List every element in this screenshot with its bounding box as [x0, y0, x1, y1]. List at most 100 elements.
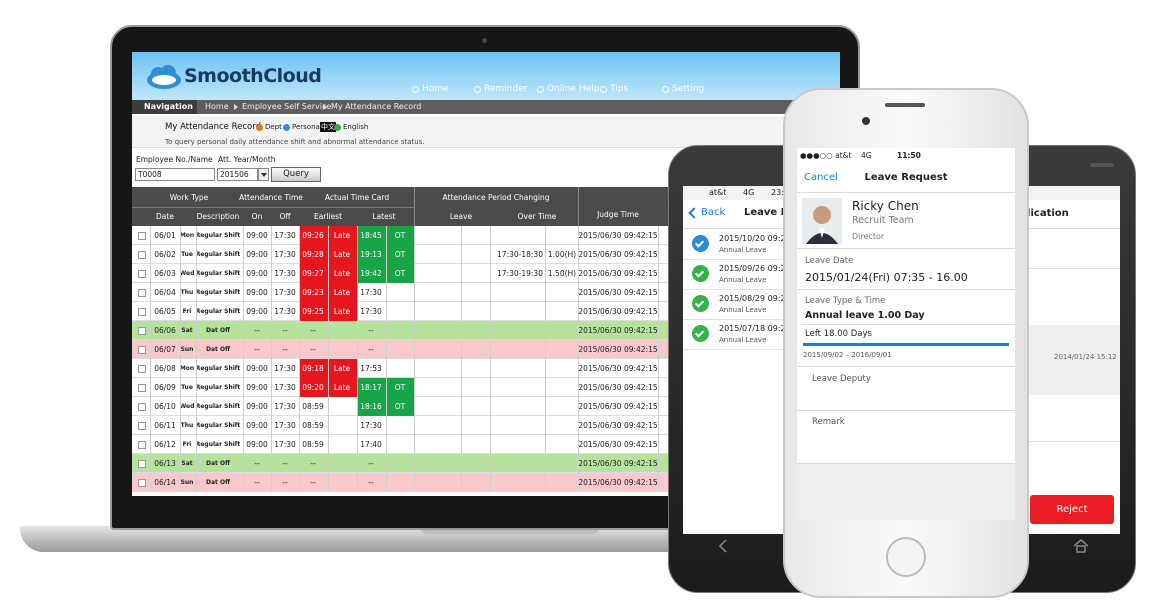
row-checkbox[interactable] [138, 441, 146, 449]
laptop-notch [420, 526, 600, 534]
table-cell: 2015/06/30 09:42:15 [578, 364, 658, 373]
column-header: Date [156, 212, 174, 221]
table-cell: Late [333, 250, 351, 259]
leave-item[interactable] [683, 260, 803, 290]
breadcrumb-item[interactable]: Employee Self Service [242, 102, 332, 111]
item-kind: Annual Leave [719, 246, 767, 254]
column-header: Off [279, 212, 291, 221]
row-checkbox[interactable] [138, 251, 146, 259]
column-line [150, 226, 151, 492]
ot-cell [386, 264, 414, 283]
table-cell: 17:30 [274, 288, 296, 297]
row-checkbox[interactable] [138, 270, 146, 278]
row-checkbox[interactable] [138, 403, 146, 411]
table-cell: 17:30 [360, 288, 382, 297]
late-cell [328, 378, 357, 397]
row-checkbox[interactable] [138, 365, 146, 373]
table-cell: 06/11 [154, 421, 176, 430]
table-cell: OT [394, 231, 406, 240]
column-group: Attendance Time [239, 193, 303, 202]
late-cell [328, 302, 357, 321]
field-label[interactable]: Leave Deputy [812, 374, 871, 384]
row-checkbox[interactable] [138, 479, 146, 487]
option[interactable]: English [343, 123, 369, 131]
table-cell: Late [333, 231, 351, 240]
employee-input[interactable]: T0008 [135, 168, 215, 181]
separator [797, 289, 1015, 290]
table-cell: 06/04 [154, 288, 176, 297]
column-line [658, 226, 659, 492]
query-button[interactable]: Query [271, 167, 321, 182]
table-cell: 09:23 [302, 288, 324, 297]
table-cell: Thu [180, 289, 194, 296]
table-cell: Late [333, 269, 351, 278]
table-cell: 09:00 [246, 250, 268, 259]
table-cell: Tue [181, 384, 193, 391]
nav-item[interactable]: Tips [610, 84, 629, 94]
table-cell: 17:30 [274, 421, 296, 430]
iphone-camera [862, 117, 870, 125]
column-header: Leave [449, 212, 473, 221]
nav-icon [537, 86, 544, 93]
item-kind: Annual Leave [719, 276, 767, 284]
leave-item[interactable] [683, 230, 803, 260]
column-group: Actual Time Card [324, 193, 390, 202]
table-cell: 2015/06/30 09:42:15 [578, 402, 658, 411]
iphone-home-button[interactable] [886, 537, 926, 577]
row-checkbox[interactable] [138, 384, 146, 392]
row-checkbox[interactable] [138, 232, 146, 240]
table-cell: Dat Off [206, 460, 230, 467]
section-separator [802, 324, 1015, 325]
row-checkbox[interactable] [138, 289, 146, 297]
table-cell: Regular Shift [195, 384, 241, 391]
table-cell: Late [333, 364, 351, 373]
back-button[interactable]: Back [701, 207, 726, 218]
breadcrumb-item[interactable]: Home [205, 102, 229, 111]
option[interactable]: 中文 [320, 122, 336, 132]
option[interactable]: Personal [292, 123, 322, 131]
row-checkbox[interactable] [138, 346, 146, 354]
table-cell: -- [282, 459, 288, 468]
table-cell: 09:27 [302, 269, 324, 278]
column-header: Over Time [517, 212, 557, 221]
leave-item[interactable] [683, 290, 803, 320]
option[interactable]: Dept [265, 123, 282, 131]
leave-item[interactable] [683, 320, 803, 350]
row-checkbox[interactable] [138, 327, 146, 335]
table-cell: 06/08 [154, 364, 176, 373]
table-cell: 19:42 [360, 269, 382, 278]
table-cell: -- [310, 478, 316, 487]
table-cell: 09:00 [246, 421, 268, 430]
table-cell: -- [368, 326, 374, 335]
separator [797, 410, 1015, 411]
table-cell: 06/12 [154, 440, 176, 449]
row-checkbox[interactable] [138, 422, 146, 430]
nav-item[interactable]: Reminder [484, 84, 528, 94]
leave-left: Left 18.00 Days [805, 329, 872, 339]
table-row [132, 435, 668, 454]
breadcrumb-item[interactable]: My Attendance Record [331, 102, 422, 111]
nav-item[interactable]: Setting [672, 84, 705, 94]
table-cell: 2015/06/30 09:42:15 [578, 231, 658, 240]
column-header: Latest [372, 212, 396, 221]
late-cell [328, 245, 357, 264]
month-input[interactable]: 201506 [217, 168, 258, 181]
table-cell: Dat Off [206, 327, 230, 334]
row-checkbox[interactable] [138, 460, 146, 468]
status-signal: ●●●○○ at&t [800, 151, 852, 160]
table-cell: 17:30 [274, 269, 296, 278]
field-label[interactable]: Remark [812, 417, 845, 427]
table-cell: 1.50(H) [547, 269, 577, 278]
table-cell: Wed [179, 403, 195, 410]
nav-item[interactable]: Online Help [547, 84, 600, 94]
option-icon [334, 124, 341, 131]
table-cell: Regular Shift [195, 403, 241, 410]
nav-icon [474, 86, 481, 93]
reject-button[interactable]: Reject [1030, 495, 1114, 524]
avatar [802, 198, 842, 244]
row-checkbox[interactable] [138, 308, 146, 316]
laptop-camera [482, 38, 487, 43]
table-cell: 08:59 [302, 421, 324, 430]
nav-item[interactable]: Home [422, 84, 449, 94]
cancel-button[interactable]: Cancel [804, 172, 838, 183]
